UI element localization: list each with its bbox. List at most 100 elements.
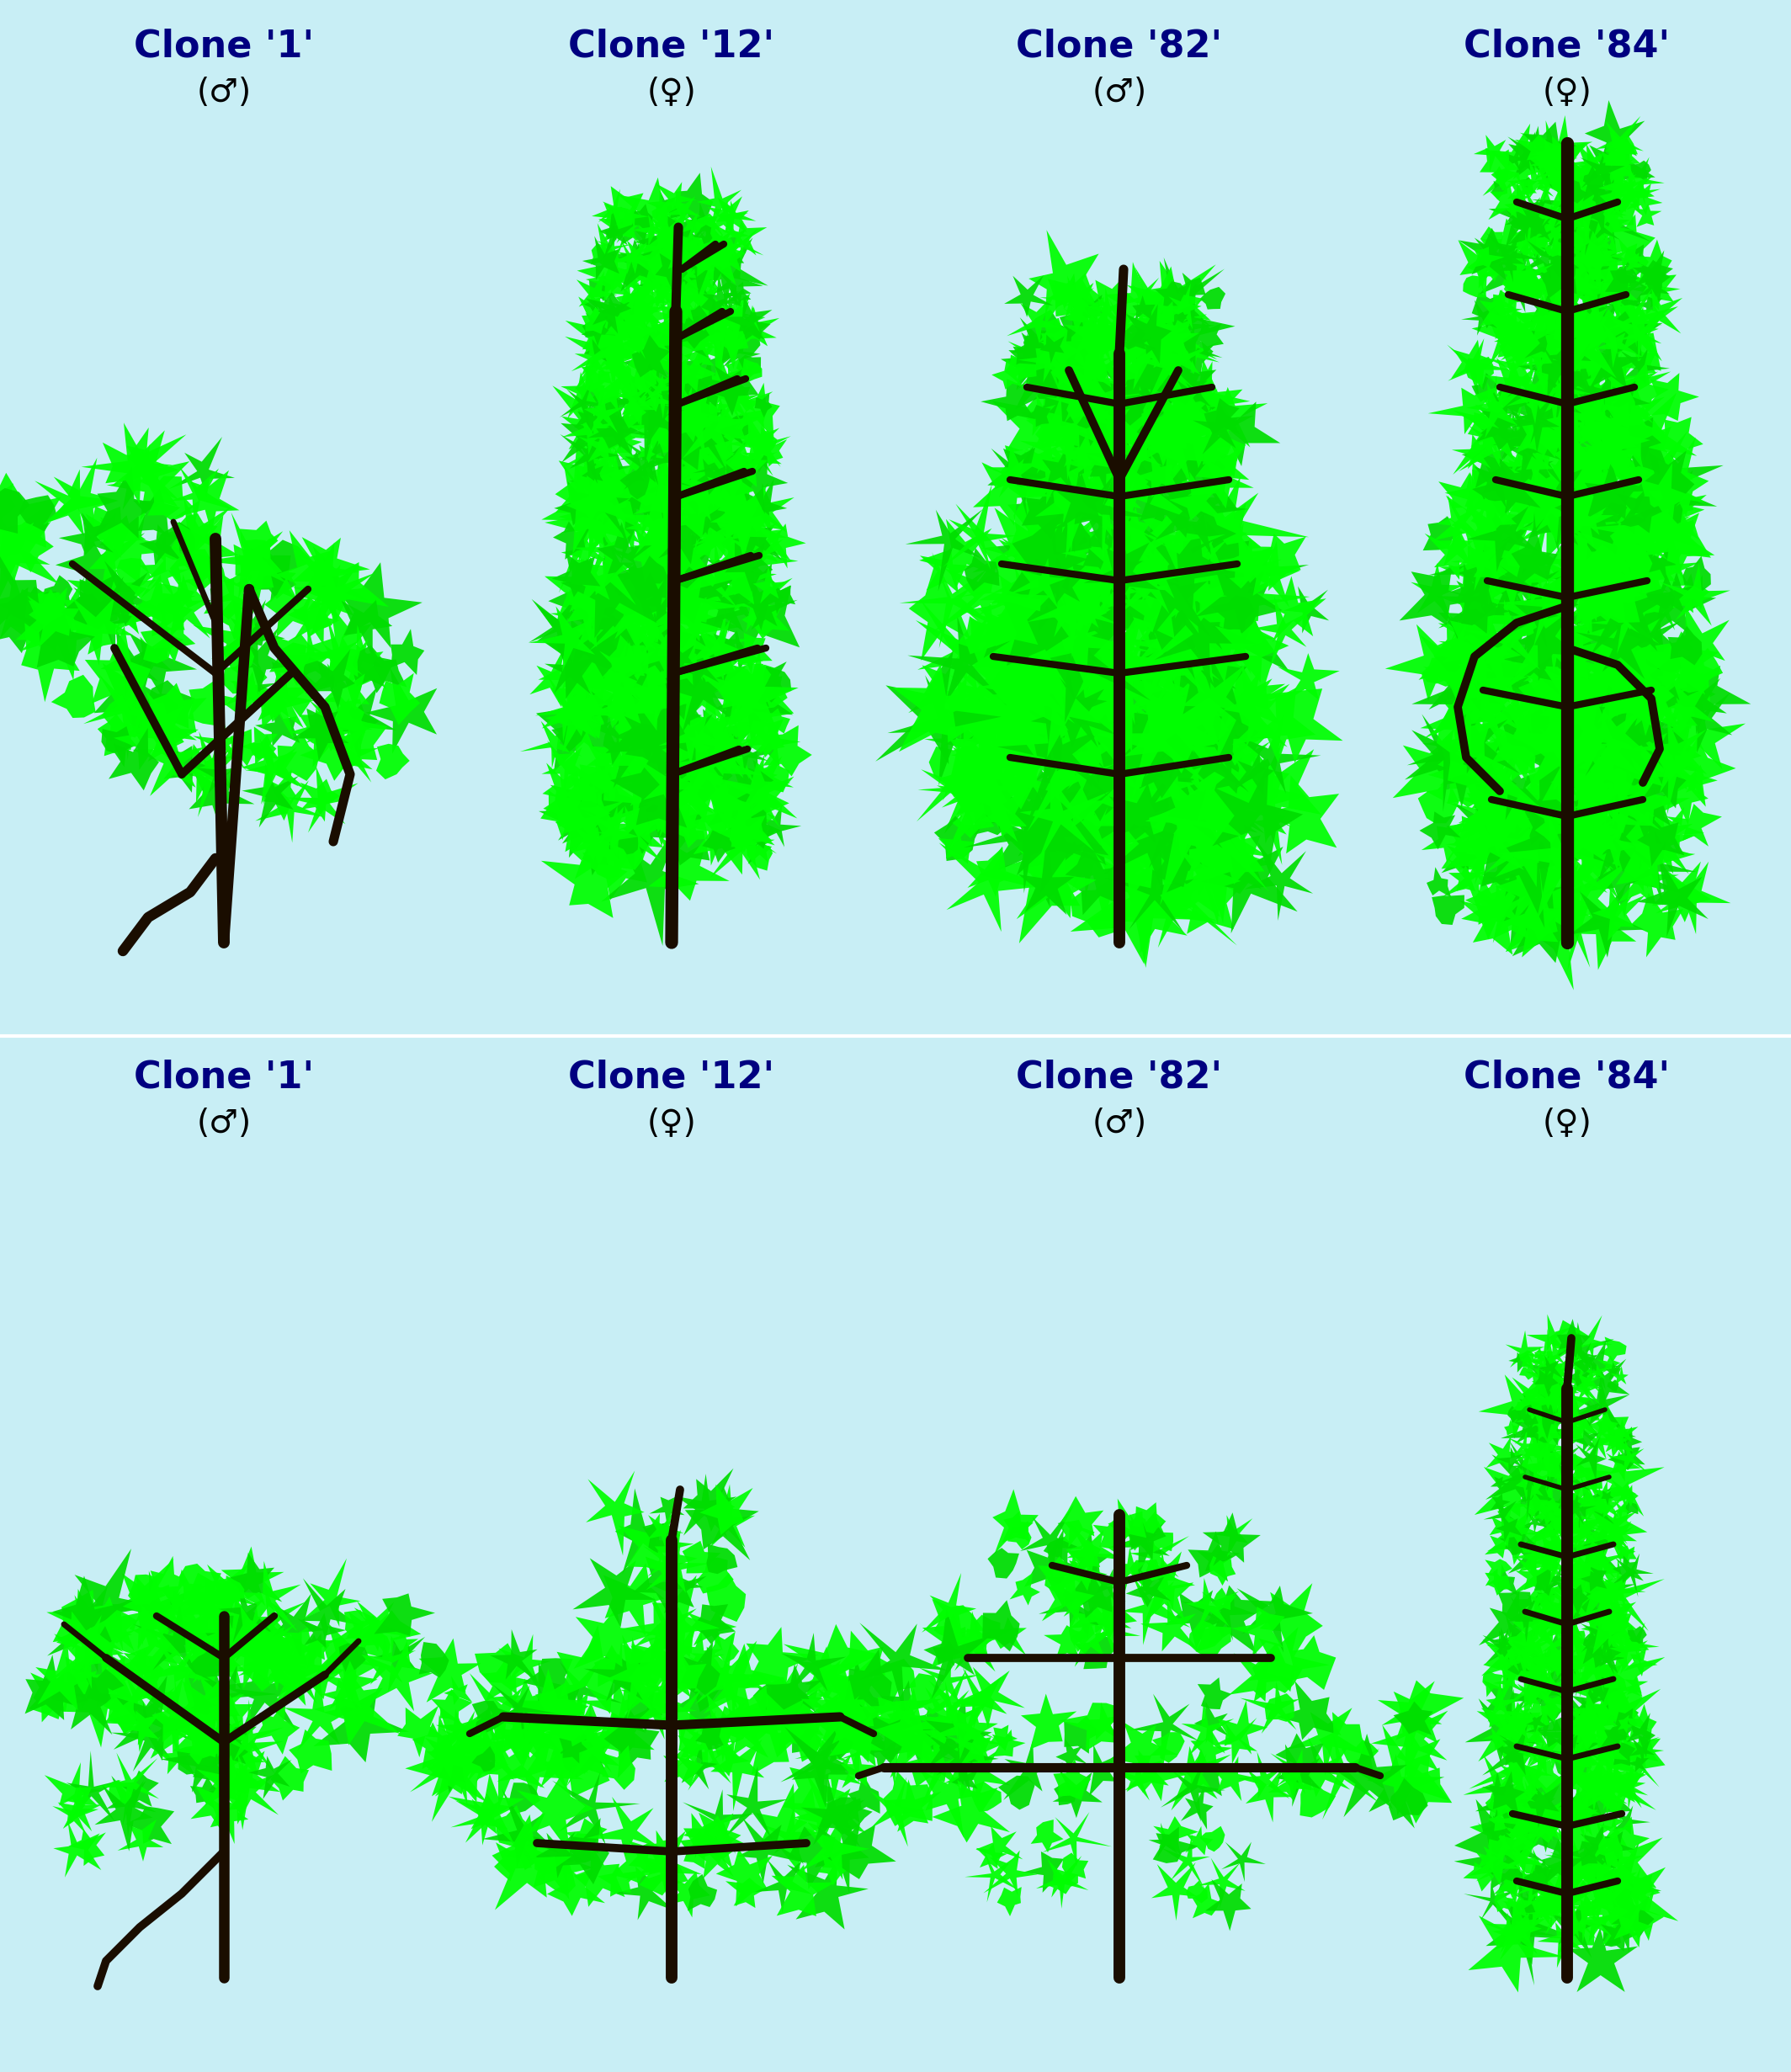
Polygon shape [557, 1703, 613, 1763]
Polygon shape [1558, 410, 1599, 443]
Polygon shape [904, 508, 983, 591]
Polygon shape [818, 1796, 860, 1834]
Polygon shape [1546, 1498, 1560, 1513]
Polygon shape [1166, 319, 1191, 344]
Polygon shape [1155, 282, 1186, 307]
Polygon shape [1567, 1455, 1603, 1498]
Polygon shape [1085, 510, 1157, 601]
Polygon shape [1250, 535, 1306, 591]
Polygon shape [682, 292, 729, 342]
Polygon shape [1615, 644, 1667, 696]
Polygon shape [1669, 673, 1727, 733]
Polygon shape [1191, 721, 1239, 762]
Polygon shape [614, 431, 641, 454]
Polygon shape [1193, 798, 1252, 854]
Polygon shape [1512, 893, 1569, 963]
Polygon shape [596, 296, 630, 332]
Polygon shape [648, 342, 731, 435]
Polygon shape [1546, 1506, 1572, 1535]
Polygon shape [1420, 692, 1497, 750]
Polygon shape [928, 1703, 992, 1759]
Polygon shape [1488, 1834, 1510, 1863]
Polygon shape [1594, 323, 1637, 369]
Polygon shape [1220, 742, 1306, 864]
Polygon shape [541, 787, 587, 839]
Polygon shape [104, 1571, 210, 1647]
Polygon shape [1578, 456, 1628, 514]
Polygon shape [0, 574, 48, 638]
Polygon shape [1021, 487, 1064, 539]
Polygon shape [750, 1693, 804, 1757]
Polygon shape [1648, 416, 1703, 462]
Polygon shape [1139, 605, 1207, 698]
Polygon shape [1429, 636, 1506, 713]
Polygon shape [706, 570, 734, 605]
Polygon shape [1544, 166, 1580, 203]
Polygon shape [156, 522, 195, 559]
Polygon shape [693, 1653, 727, 1687]
Polygon shape [158, 574, 211, 638]
Polygon shape [1436, 733, 1517, 821]
Polygon shape [609, 215, 627, 236]
Polygon shape [1599, 274, 1639, 319]
Polygon shape [1107, 1513, 1170, 1579]
Polygon shape [1485, 1558, 1512, 1581]
Polygon shape [1612, 572, 1648, 603]
Polygon shape [908, 1674, 949, 1714]
Polygon shape [170, 1624, 247, 1699]
Polygon shape [561, 404, 614, 462]
Polygon shape [1607, 410, 1633, 443]
Polygon shape [0, 472, 61, 568]
Polygon shape [149, 1556, 186, 1606]
Polygon shape [697, 458, 733, 495]
Polygon shape [1460, 895, 1528, 955]
Polygon shape [208, 574, 260, 622]
Polygon shape [575, 450, 630, 491]
Polygon shape [1264, 1693, 1295, 1722]
Polygon shape [512, 1668, 584, 1747]
Polygon shape [1494, 1890, 1513, 1912]
Polygon shape [1159, 603, 1220, 653]
Polygon shape [1123, 365, 1164, 421]
Polygon shape [869, 1707, 913, 1749]
Polygon shape [1540, 1388, 1567, 1415]
Polygon shape [675, 402, 722, 443]
Polygon shape [577, 754, 675, 845]
Polygon shape [113, 700, 183, 771]
Polygon shape [25, 1656, 77, 1720]
Polygon shape [621, 377, 673, 437]
Polygon shape [99, 516, 147, 557]
Polygon shape [1048, 1554, 1098, 1608]
Polygon shape [1583, 346, 1626, 394]
Polygon shape [1528, 1401, 1560, 1440]
Polygon shape [190, 1645, 227, 1678]
Polygon shape [686, 431, 763, 497]
Polygon shape [1522, 244, 1599, 313]
Polygon shape [1551, 528, 1614, 605]
Polygon shape [892, 665, 989, 752]
Polygon shape [167, 578, 206, 609]
Polygon shape [1252, 597, 1313, 669]
Polygon shape [1483, 1500, 1517, 1529]
Polygon shape [691, 294, 777, 369]
Polygon shape [1621, 1430, 1635, 1440]
Polygon shape [489, 1629, 539, 1682]
Polygon shape [270, 1647, 324, 1705]
Polygon shape [1463, 1883, 1517, 1921]
Polygon shape [715, 406, 750, 450]
Polygon shape [270, 1757, 308, 1801]
Polygon shape [743, 416, 792, 468]
Polygon shape [1476, 816, 1553, 885]
Polygon shape [1501, 1834, 1544, 1886]
Text: (♀): (♀) [1542, 77, 1592, 108]
Polygon shape [1205, 1879, 1252, 1931]
Polygon shape [577, 615, 604, 649]
Polygon shape [1238, 1751, 1290, 1798]
Polygon shape [1626, 1703, 1657, 1740]
Polygon shape [120, 636, 172, 678]
Polygon shape [227, 1618, 290, 1680]
Polygon shape [1026, 381, 1091, 445]
Polygon shape [1135, 727, 1241, 856]
Polygon shape [917, 731, 998, 831]
Polygon shape [143, 1672, 242, 1759]
